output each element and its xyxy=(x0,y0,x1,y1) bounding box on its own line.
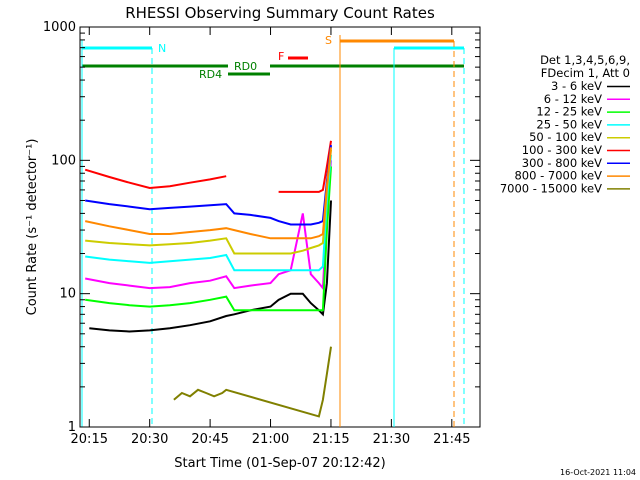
series-line-7 xyxy=(85,144,332,226)
state-bars: N S F RD0 RD4 xyxy=(82,34,464,81)
legend-header: FDecim 1, Att 0 xyxy=(541,66,630,80)
legend-entry: 7000 - 15000 keV xyxy=(500,181,602,195)
event-lines xyxy=(81,35,465,427)
s-state-label: S xyxy=(325,34,332,47)
legend-entry: 6 - 12 keV xyxy=(544,92,602,106)
x-tick-label: 21:45 xyxy=(433,432,470,447)
legend-entry: 50 - 100 keV xyxy=(529,130,602,144)
y-tick-label: 1 xyxy=(68,420,76,435)
rd0-label: RD0 xyxy=(234,60,257,73)
series-line-9 xyxy=(173,346,332,418)
legend-header: Det 1,3,4,5,6,9, xyxy=(540,53,630,67)
series-line-3 xyxy=(85,166,332,312)
x-tick-label: 21:30 xyxy=(373,432,410,447)
legend-entry: 25 - 50 keV xyxy=(536,117,602,131)
x-tick-label: 20:30 xyxy=(131,432,168,447)
series-line-8 xyxy=(84,147,332,240)
series-line-6 xyxy=(84,140,332,193)
axis-layer: 20:15 20:30 20:45 21:00 21:15 21:30 21:45 1 10 10… xyxy=(43,20,480,447)
y-tick-label: 10 xyxy=(59,287,76,302)
legend-entry: 3 - 6 keV xyxy=(551,79,602,93)
y-axis-label: Count Rate (s⁻¹ detector⁻¹) xyxy=(25,139,40,316)
x-tick-label: 21:15 xyxy=(312,432,349,447)
legend-entry: 300 - 800 keV xyxy=(522,156,602,170)
series-line-5 xyxy=(85,149,332,255)
legend: Det 1,3,4,5,6,9,FDecim 1, Att 03 - 6 keV… xyxy=(500,53,630,195)
legend-entry: 100 - 300 keV xyxy=(522,143,602,157)
x-tick-label: 21:00 xyxy=(252,432,289,447)
n-state-label: N xyxy=(158,42,166,55)
x-tick-label: 20:45 xyxy=(191,432,228,447)
y-tick-label: 1000 xyxy=(43,20,76,35)
chart-title: RHESSI Observing Summary Count Rates xyxy=(125,4,435,22)
x-tick-label: 20:15 xyxy=(71,432,108,447)
y-tick-label: 100 xyxy=(51,153,76,168)
flare-label: F xyxy=(278,50,284,63)
legend-entry: 12 - 25 keV xyxy=(536,105,602,119)
series-layer xyxy=(84,140,332,418)
series-line-2 xyxy=(85,160,332,291)
x-axis-label: Start Time (01-Sep-07 20:12:42) xyxy=(174,456,385,471)
plot-area xyxy=(79,26,481,428)
legend-entry: 800 - 7000 keV xyxy=(514,169,602,183)
timestamp: 16-Oct-2021 11:04 xyxy=(560,468,636,477)
rd4-label: RD4 xyxy=(199,68,222,81)
series-line-4 xyxy=(85,154,332,272)
